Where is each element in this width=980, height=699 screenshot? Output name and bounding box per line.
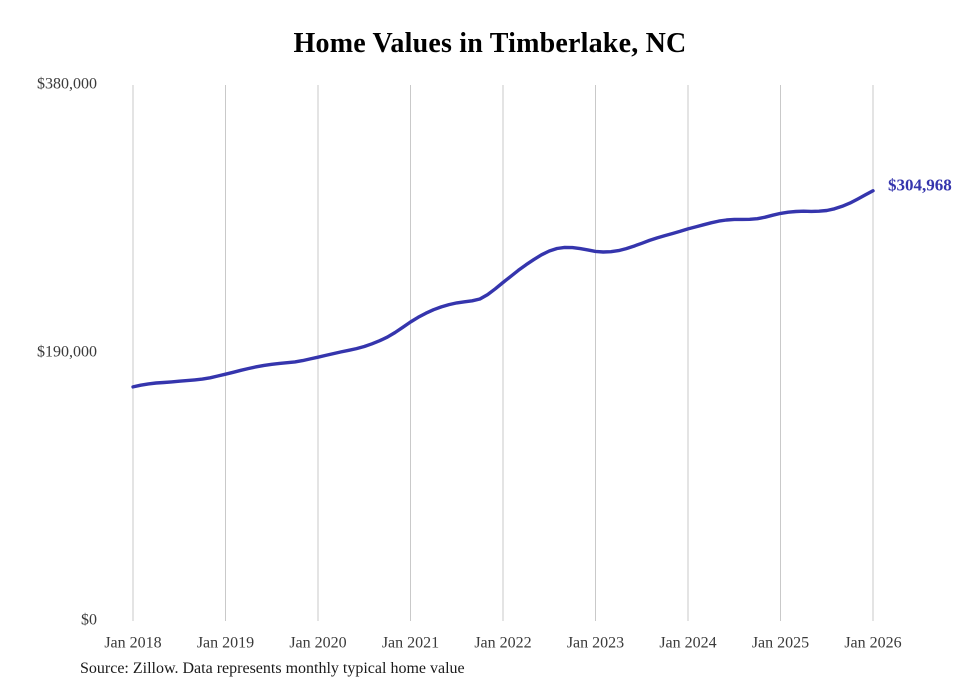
end-value-label: $304,968 (888, 176, 952, 195)
x-tick-label: Jan 2024 (659, 634, 716, 651)
x-tick-label: Jan 2026 (844, 634, 901, 651)
y-tick-label: $190,000 (37, 344, 97, 361)
x-tick-label: Jan 2025 (752, 634, 809, 651)
x-tick-label: Jan 2019 (197, 634, 254, 651)
source-note: Source: Zillow. Data represents monthly … (80, 660, 465, 677)
x-tick-label: Jan 2018 (104, 634, 161, 651)
x-tick-label: Jan 2021 (382, 634, 439, 651)
x-tick-label: Jan 2022 (474, 634, 531, 651)
x-tick-label: Jan 2020 (289, 634, 346, 651)
x-tick-label: Jan 2023 (567, 634, 624, 651)
y-tick-label: $0 (81, 612, 97, 629)
chart-title: Home Values in Timberlake, NC (293, 28, 687, 59)
home-value-line (131, 189, 875, 389)
y-tick-label: $380,000 (37, 76, 97, 93)
